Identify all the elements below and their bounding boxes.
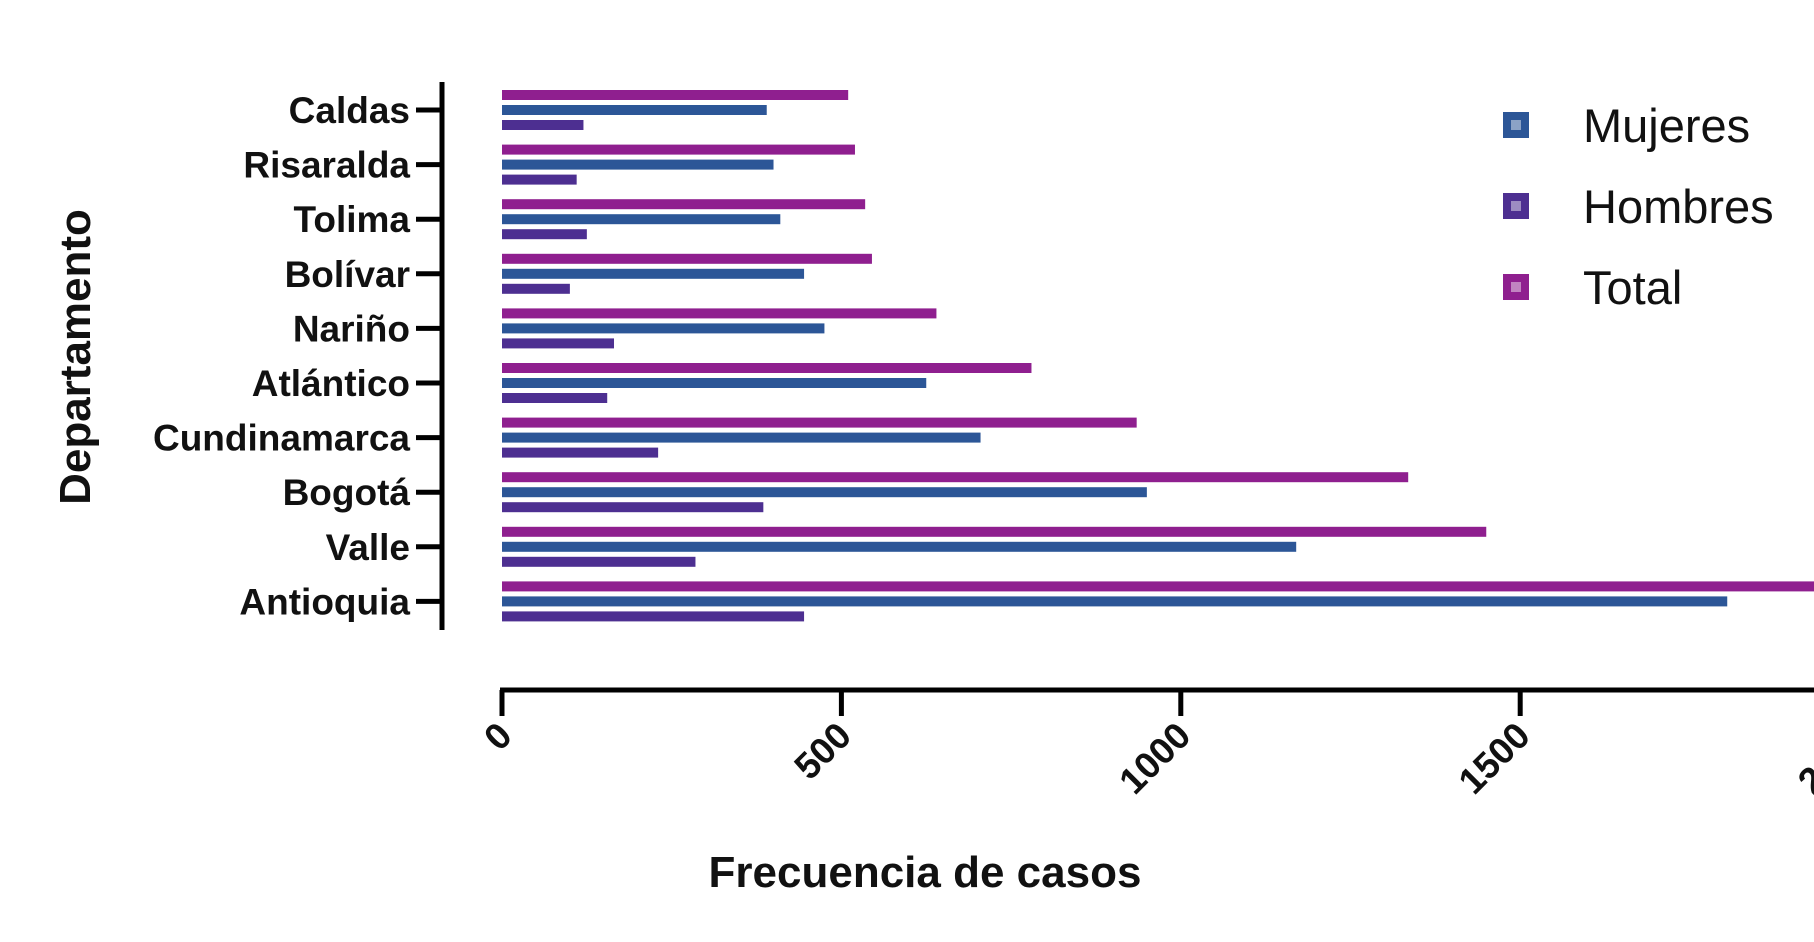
- bar-total: [502, 363, 1032, 373]
- bar-mujeres: [502, 487, 1147, 498]
- legend-swatch-highlight: [1511, 120, 1521, 130]
- y-axis-title: Departamento: [51, 209, 100, 505]
- bar-mujeres: [502, 268, 805, 279]
- bar-mujeres: [502, 214, 781, 225]
- bar-hombres: [502, 283, 570, 294]
- legend-item-mujeres: Mujeres: [1503, 99, 1750, 152]
- bar-mujeres: [502, 596, 1728, 607]
- bar-mujeres: [502, 432, 981, 443]
- category-label: Bogotá: [283, 472, 411, 513]
- category-label: Caldas: [289, 90, 410, 131]
- bar-hombres: [502, 120, 584, 130]
- bar-mujeres: [502, 541, 1297, 552]
- legend-swatch-highlight: [1511, 282, 1521, 292]
- bar-hombres: [502, 611, 805, 622]
- legend-item-total: Total: [1503, 261, 1682, 314]
- bar-mujeres: [502, 159, 774, 170]
- bar-mujeres: [502, 323, 825, 334]
- x-tick-label: 500: [786, 715, 859, 788]
- category-label: Atlántico: [252, 363, 410, 404]
- bar-hombres: [502, 502, 764, 513]
- bar-total: [502, 199, 866, 210]
- legend-label: Mujeres: [1583, 99, 1750, 152]
- legend-swatch: [1503, 193, 1529, 219]
- x-tick-label: 1000: [1111, 715, 1198, 802]
- x-axis-title: Frecuencia de casos: [709, 848, 1142, 897]
- category-label: Antioquia: [239, 581, 410, 622]
- bar-hombres: [502, 338, 615, 349]
- x-tick-label: 2000: [1790, 715, 1814, 802]
- category-label: Bolívar: [285, 254, 410, 295]
- x-tick-label: 0: [476, 715, 520, 759]
- bar-total: [502, 90, 849, 100]
- bar-total: [502, 526, 1487, 537]
- bar-total: [502, 308, 937, 319]
- bar-total: [502, 472, 1409, 483]
- category-labels: Caldas Risaralda Tolima Bolívar Nariño Atlánt…: [153, 90, 410, 622]
- bar-mujeres: [502, 378, 927, 388]
- category-label: Valle: [326, 527, 410, 568]
- legend-swatch-highlight: [1511, 201, 1521, 211]
- category-label: Cundinamarca: [153, 418, 410, 459]
- bar-total: [502, 417, 1137, 428]
- category-label: Tolima: [294, 199, 411, 240]
- bar-mujeres: [502, 105, 767, 115]
- bar-hombres: [502, 556, 696, 567]
- bar-total: [502, 581, 1814, 592]
- bars: [502, 90, 1814, 622]
- bar-hombres: [502, 229, 587, 240]
- legend-swatch: [1503, 112, 1529, 138]
- legend-label: Hombres: [1583, 180, 1774, 233]
- x-tick-label: 1500: [1451, 715, 1538, 802]
- legend-label: Total: [1583, 261, 1682, 314]
- y-axis: [416, 82, 445, 630]
- legend-item-hombres: Hombres: [1503, 180, 1774, 233]
- bar-hombres: [502, 447, 659, 458]
- category-label: Nariño: [293, 308, 410, 349]
- bar-total: [502, 253, 872, 264]
- x-axis: 05001000150020002500: [476, 687, 1814, 802]
- legend-swatch: [1503, 274, 1529, 300]
- legend: Mujeres Hombres Total: [1503, 99, 1774, 314]
- category-label: Risaralda: [243, 145, 410, 186]
- bar-hombres: [502, 174, 577, 185]
- bar-total: [502, 144, 855, 155]
- bar-hombres: [502, 393, 608, 403]
